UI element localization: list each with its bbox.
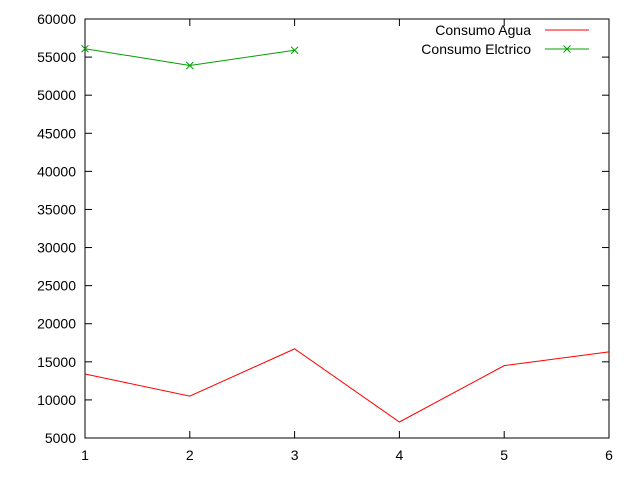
axis-ticks xyxy=(84,18,610,439)
series-layer xyxy=(81,44,610,423)
y-tick-label: 35000 xyxy=(37,201,76,217)
data-point-consumo-elctrico xyxy=(290,46,299,55)
x-tick-labels: 1 2 3 4 5 6 xyxy=(81,447,613,463)
x-tick-label: 3 xyxy=(291,447,299,463)
y-tick-label: 20000 xyxy=(37,316,76,332)
x-tick-label: 6 xyxy=(605,447,613,463)
x-tick-label: 5 xyxy=(500,447,508,463)
y-tick-label: 45000 xyxy=(37,125,76,141)
y-tick-label: 30000 xyxy=(37,240,76,256)
y-tick-labels: 5000 10000 15000 20000 25000 30000 35000 40000 4… xyxy=(37,11,76,446)
series-line-consumo-elctrico xyxy=(84,48,295,66)
y-tick-label: 55000 xyxy=(37,49,76,65)
plot-frame xyxy=(84,18,610,439)
x-tick-label: 4 xyxy=(396,447,404,463)
legend-label-consumo-agua: Consumo Agua xyxy=(435,22,531,38)
data-point-consumo-elctrico xyxy=(185,61,194,70)
x-tick-label: 1 xyxy=(81,447,89,463)
y-tick-label: 25000 xyxy=(37,278,76,294)
y-tick-label: 15000 xyxy=(37,354,76,370)
legend-marker-consumo-elctrico xyxy=(563,45,571,53)
data-point-consumo-elctrico xyxy=(81,44,89,53)
y-tick-label: 50000 xyxy=(37,87,76,103)
y-tick-label: 60000 xyxy=(37,11,76,27)
legend-label-consumo-elctrico: Consumo Elctrico xyxy=(421,41,531,57)
y-tick-label: 40000 xyxy=(37,163,76,179)
y-tick-label: 5000 xyxy=(45,430,76,446)
x-tick-label: 2 xyxy=(186,447,194,463)
legend: Consumo Agua Consumo Elctrico xyxy=(421,22,589,57)
y-tick-label: 10000 xyxy=(37,392,76,408)
series-line-consumo-agua xyxy=(84,348,610,423)
